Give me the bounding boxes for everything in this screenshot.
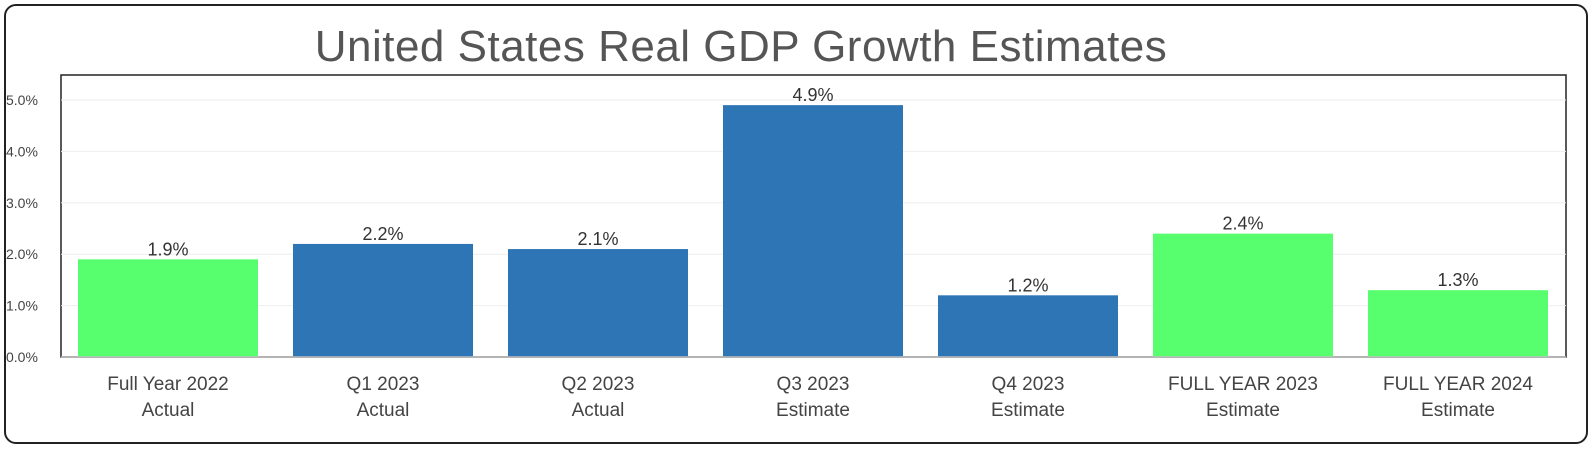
- bar-value-label: 1.3%: [1437, 270, 1478, 290]
- y-tick-label: 4.0%: [6, 143, 38, 159]
- y-tick-label: 3.0%: [6, 195, 38, 211]
- category-label: Actual: [572, 400, 625, 421]
- chart-title: United States Real GDP Growth Estimates: [314, 22, 1168, 71]
- category-label: Estimate: [1206, 400, 1280, 421]
- y-tick-label: 1.0%: [6, 298, 38, 314]
- bar: [293, 243, 473, 357]
- data-labels: 1.9% 2.2% 2.1% 4.9% 1.2% 2.4% 1.3%: [147, 85, 1478, 295]
- bar: [1153, 233, 1333, 357]
- bar-value-label: 1.2%: [1007, 275, 1048, 295]
- category-label: Estimate: [1421, 400, 1495, 421]
- category-label: Actual: [357, 400, 410, 421]
- y-tick-label: 0.0%: [6, 349, 38, 365]
- bar: [508, 249, 688, 357]
- bar-value-label: 1.9%: [147, 239, 188, 259]
- category-labels: Full Year 2022 Actual Q1 2023 Actual Q2 2023…: [107, 374, 1533, 421]
- category-label: Estimate: [991, 400, 1065, 421]
- category-label: FULL YEAR 2023: [1168, 374, 1318, 395]
- bar: [938, 295, 1118, 357]
- category-label: FULL YEAR 2024: [1383, 374, 1533, 395]
- bars: [78, 105, 1548, 357]
- category-label: Q2 2023: [562, 374, 635, 395]
- y-tick-label: 5.0%: [6, 92, 38, 108]
- bar: [1368, 290, 1548, 357]
- y-axis-ticks: 0.0% 1.0% 2.0% 3.0% 4.0% 5.0%: [6, 92, 38, 365]
- bar-value-label: 2.2%: [362, 224, 403, 244]
- bar-value-label: 2.1%: [577, 229, 618, 249]
- category-label: Q4 2023: [992, 374, 1065, 395]
- category-label: Actual: [142, 400, 195, 421]
- category-label: Estimate: [776, 400, 850, 421]
- category-label: Full Year 2022: [107, 374, 229, 395]
- bar: [723, 105, 903, 357]
- category-label: Q3 2023: [777, 374, 850, 395]
- bar-value-label: 4.9%: [792, 85, 833, 105]
- bar-value-label: 2.4%: [1222, 214, 1263, 234]
- category-label: Q1 2023: [347, 374, 420, 395]
- y-tick-label: 2.0%: [6, 246, 38, 262]
- bar: [78, 259, 258, 357]
